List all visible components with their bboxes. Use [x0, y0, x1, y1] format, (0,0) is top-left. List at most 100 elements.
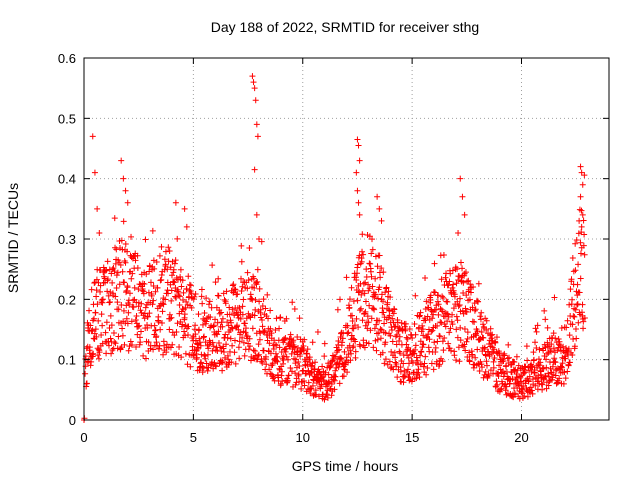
data-point [332, 373, 339, 380]
data-point [114, 299, 121, 306]
data-point [329, 358, 336, 365]
data-point [109, 346, 116, 353]
data-point [118, 157, 125, 164]
data-point [439, 358, 446, 365]
data-point [402, 320, 409, 327]
data-point [256, 285, 263, 292]
data-point [449, 267, 456, 274]
data-point [168, 314, 175, 321]
data-point [272, 350, 279, 357]
data-point [253, 121, 260, 128]
data-point [314, 328, 321, 335]
data-point [181, 328, 188, 335]
data-point [445, 313, 452, 320]
data-point [542, 373, 549, 380]
data-point [140, 290, 147, 297]
data-point [424, 313, 431, 320]
data-point [488, 350, 495, 357]
data-point [234, 291, 241, 298]
data-point [162, 296, 169, 303]
data-point [539, 381, 546, 388]
data-point [257, 314, 264, 321]
data-point [238, 242, 245, 249]
data-point [571, 313, 578, 320]
data-point [269, 360, 276, 367]
data-point [163, 349, 170, 356]
data-point [86, 307, 93, 314]
data-point [446, 278, 453, 285]
data-point [474, 346, 481, 353]
data-point [232, 360, 239, 367]
data-point [300, 347, 307, 354]
data-point [256, 236, 262, 242]
data-point [516, 382, 523, 389]
data-point [403, 334, 410, 341]
data-point [329, 352, 336, 359]
data-point [300, 367, 307, 374]
data-point [343, 354, 350, 361]
data-point [376, 284, 383, 291]
data-point [206, 298, 213, 305]
data-point [332, 367, 339, 374]
data-point [257, 330, 264, 337]
data-point [260, 296, 267, 303]
chart-title: Day 188 of 2022, SRMTID for receiver sth… [211, 19, 479, 35]
data-point [369, 236, 376, 243]
data-point [107, 312, 114, 319]
data-point [543, 385, 550, 392]
data-point [213, 363, 220, 370]
data-point [124, 284, 131, 291]
data-point [374, 336, 381, 343]
data-point [525, 367, 532, 374]
data-point [539, 386, 546, 393]
data-point [572, 306, 579, 313]
data-point [501, 352, 508, 359]
data-point [343, 274, 350, 281]
data-point [341, 348, 348, 355]
data-point [335, 338, 342, 345]
data-point [104, 276, 111, 283]
data-point [525, 378, 532, 385]
data-point [438, 276, 445, 283]
data-point [219, 323, 226, 330]
data-point [405, 354, 412, 361]
data-point [218, 359, 225, 366]
data-point [532, 382, 539, 389]
data-point [565, 362, 572, 369]
data-point [236, 338, 243, 345]
data-point [471, 318, 478, 325]
data-point [453, 357, 460, 364]
data-point [327, 363, 334, 370]
data-point [177, 266, 184, 273]
data-point [564, 368, 571, 375]
data-point [126, 343, 133, 350]
data-point [136, 322, 143, 329]
data-point [378, 265, 385, 272]
data-point [268, 330, 275, 337]
data-point [355, 199, 362, 206]
data-point [301, 382, 308, 389]
data-point [145, 339, 152, 346]
data-point [89, 317, 96, 324]
data-point [529, 390, 536, 397]
data-point [287, 364, 294, 371]
data-point [544, 324, 551, 331]
data-point [168, 272, 175, 279]
y-tick-label: 0.6 [58, 51, 76, 66]
data-point [113, 246, 120, 253]
data-point [546, 377, 553, 384]
data-point [573, 237, 580, 244]
data-point [411, 350, 418, 357]
data-point [276, 344, 283, 351]
data-point [192, 331, 199, 338]
data-point [419, 326, 426, 333]
data-point [353, 169, 360, 176]
data-point [321, 396, 328, 403]
data-point [396, 333, 403, 340]
data-point [321, 353, 328, 360]
data-point [169, 341, 176, 348]
data-point [404, 335, 411, 342]
data-point [197, 339, 204, 346]
data-point [438, 319, 445, 326]
data-point [356, 157, 363, 164]
